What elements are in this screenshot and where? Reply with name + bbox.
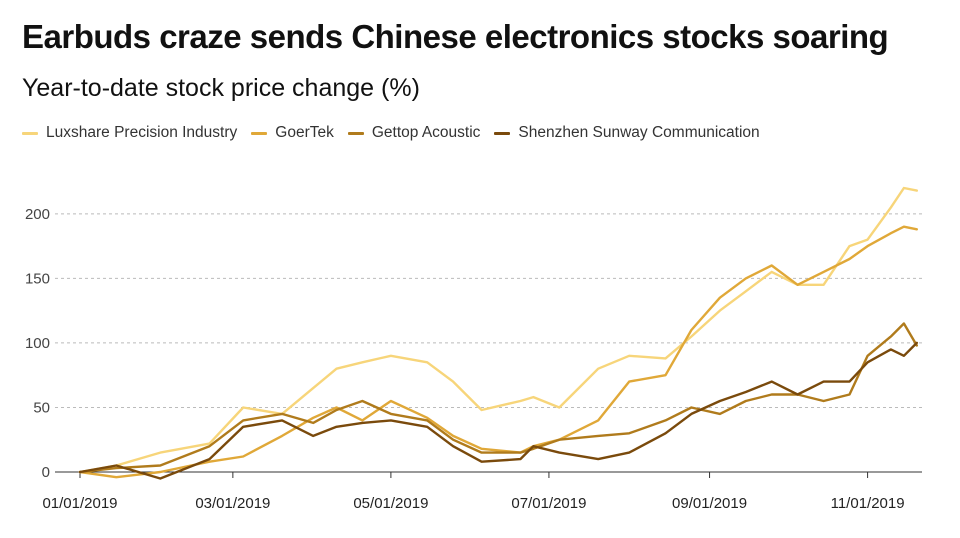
legend-swatch-gettop xyxy=(347,131,364,135)
legend-swatch-sunway xyxy=(494,131,511,135)
x-tick-label-3: 07/01/2019 xyxy=(511,495,586,512)
gridlines xyxy=(55,213,922,473)
series-line-gettop-acoustic xyxy=(78,322,918,474)
legend-swatch-goertek xyxy=(251,131,268,135)
series-line-goertek xyxy=(78,225,918,479)
x-axis-ticks: 01/01/2019 03/01/2019 05/01/2019 07/01/2019… xyxy=(42,472,905,512)
series-lines xyxy=(78,186,918,480)
x-tick-label-5: 11/01/2019 xyxy=(831,495,905,512)
chart-legend: Luxshare Precision Industry GoerTek Gett… xyxy=(22,124,774,142)
x-tick-label-1: 03/01/2019 xyxy=(195,495,270,512)
legend-item-goertek: GoerTek xyxy=(251,124,334,142)
y-tick-label-200: 200 xyxy=(25,206,50,223)
chart-subtitle: Year-to-date stock price change (%) xyxy=(22,74,420,102)
y-tick-label-150: 150 xyxy=(25,270,50,287)
legend-label-gettop: Gettop Acoustic xyxy=(371,124,481,141)
y-axis-ticks: 0 50 100 150 200 xyxy=(25,206,50,481)
legend-item-sunway: Shenzhen Sunway Communication xyxy=(494,124,760,142)
legend-item-gettop: Gettop Acoustic xyxy=(347,124,481,142)
legend-swatch-luxshare xyxy=(22,131,38,135)
y-tick-label-100: 100 xyxy=(25,335,50,352)
chart-title: Earbuds craze sends Chinese electronics … xyxy=(22,18,889,55)
legend-label-sunway: Shenzhen Sunway Communication xyxy=(518,124,760,141)
x-tick-label-2: 05/01/2019 xyxy=(353,495,428,512)
x-tick-label-0: 01/01/2019 xyxy=(42,495,117,512)
legend-label-goertek: GoerTek xyxy=(275,124,334,141)
legend-label-luxshare: Luxshare Precision Industry xyxy=(46,124,238,141)
y-tick-label-0: 0 xyxy=(42,464,50,481)
series-line-shenzhen-sunway-communication xyxy=(78,341,918,480)
x-tick-label-4: 09/01/2019 xyxy=(672,495,747,512)
y-tick-label-50: 50 xyxy=(33,399,50,416)
legend-item-luxshare: Luxshare Precision Industry xyxy=(22,124,237,142)
series-line-luxshare-precision-industry xyxy=(78,186,918,474)
